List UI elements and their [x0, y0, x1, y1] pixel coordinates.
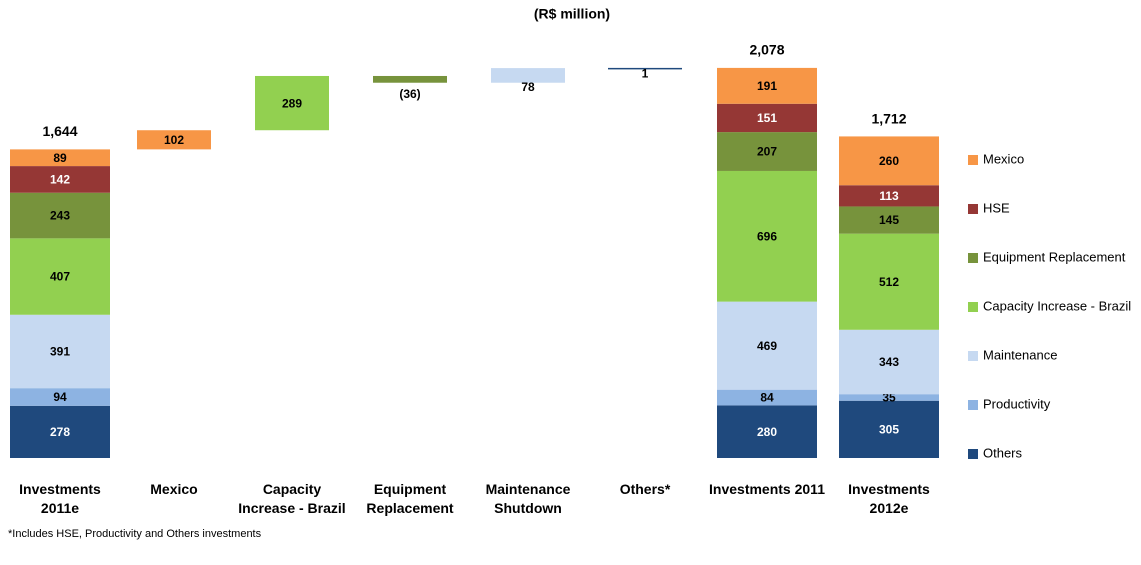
x-tick-label: Capacity Increase - Brazil	[238, 481, 346, 516]
data-label: 278	[50, 425, 70, 439]
legend-swatch	[968, 351, 978, 361]
legend-swatch	[968, 302, 978, 312]
legend-label: Capacity Increase - Brazil	[983, 298, 1131, 313]
bar-segment	[717, 103, 817, 133]
bar-segment	[839, 206, 939, 234]
data-label: 407	[50, 270, 70, 284]
step-bar	[137, 130, 211, 150]
x-tick-label: Maintenance Shutdown	[485, 481, 571, 516]
bar-segment	[839, 394, 939, 401]
total-label: 2,078	[749, 42, 784, 58]
bar-segment	[10, 405, 110, 458]
data-label: 469	[757, 339, 777, 353]
bar-segment	[717, 389, 817, 406]
legend-label: Productivity	[983, 396, 1051, 411]
data-label: 1	[642, 67, 649, 81]
legend-swatch	[968, 400, 978, 410]
data-label: 94	[53, 390, 67, 404]
x-tick-label: Equipment Replacement	[366, 481, 454, 516]
legend-label: Others	[983, 445, 1023, 460]
data-label: 243	[50, 209, 70, 223]
x-tick-label: Investments 2012e	[848, 481, 930, 516]
bar-segment	[839, 185, 939, 207]
bar-segment	[839, 400, 939, 458]
legend-swatch	[968, 204, 978, 214]
data-label: 145	[879, 213, 899, 227]
bar-segment	[717, 132, 817, 171]
legend-swatch	[968, 449, 978, 459]
data-label: 151	[757, 111, 777, 125]
data-label: 280	[757, 425, 777, 439]
legend-label: HSE	[983, 200, 1010, 215]
data-label: 305	[879, 423, 899, 437]
data-label: 191	[757, 79, 777, 93]
data-label: 696	[757, 229, 777, 243]
data-label: 113	[879, 189, 899, 203]
bar-segment	[10, 149, 110, 167]
bar-segment	[717, 405, 817, 458]
bar-segment	[10, 314, 110, 389]
data-label: (36)	[399, 87, 420, 101]
data-label: 391	[50, 345, 70, 359]
data-label: 78	[521, 80, 535, 94]
step-bar	[491, 68, 565, 83]
bar-segment	[839, 329, 939, 395]
bar-segment	[10, 166, 110, 193]
bar-segment	[10, 238, 110, 315]
x-tick-label: Investments 2011e	[19, 481, 101, 516]
bar-segment	[717, 67, 817, 104]
bar-segment	[839, 233, 939, 330]
bar-segment	[717, 301, 817, 390]
legend-swatch	[968, 155, 978, 165]
data-label: 207	[757, 145, 777, 159]
data-label: 512	[879, 275, 899, 289]
legend-label: Maintenance	[983, 347, 1057, 362]
bar-segment	[717, 170, 817, 302]
data-label: 102	[164, 133, 184, 147]
data-label: 89	[53, 151, 67, 165]
data-label: 142	[50, 173, 70, 187]
data-label: 84	[760, 391, 774, 405]
bar-segment	[10, 388, 110, 406]
total-label: 1,712	[871, 110, 906, 126]
bar-segment	[10, 192, 110, 239]
data-label: 343	[879, 355, 899, 369]
step-bar	[608, 67, 682, 70]
step-bar	[255, 75, 329, 131]
step-bar	[373, 75, 447, 83]
x-tick-label: Mexico	[150, 481, 198, 497]
total-label: 1,644	[42, 123, 77, 139]
chart-title: (R$ million)	[534, 6, 610, 22]
x-tick-label: Investments 2011	[709, 481, 825, 497]
x-tick-label: Others*	[619, 481, 671, 497]
footnote: *Includes HSE, Productivity and Others i…	[8, 528, 262, 540]
bar-segment	[839, 136, 939, 186]
legend-swatch	[968, 253, 978, 263]
legend-label: Equipment Replacement	[983, 249, 1126, 264]
legend-label: Mexico	[983, 151, 1024, 166]
data-label: 260	[879, 154, 899, 168]
data-label: 289	[282, 96, 302, 110]
